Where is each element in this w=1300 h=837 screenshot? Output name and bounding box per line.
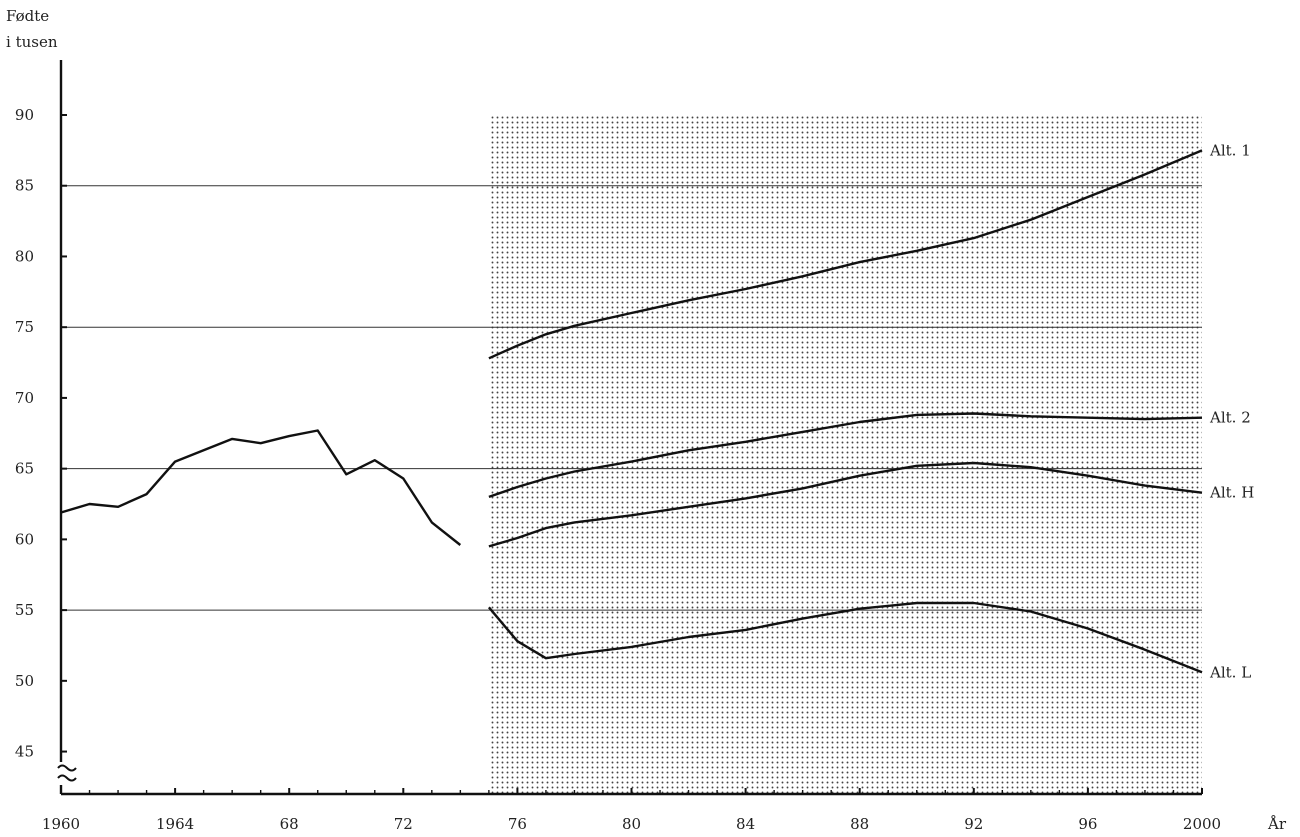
y-axis-label-line-1: Fødte <box>6 7 49 25</box>
y-tick-label-90: 90 <box>15 106 34 124</box>
y-tick-label-55: 55 <box>15 601 34 619</box>
y-tick-label-50: 50 <box>15 672 34 690</box>
y-tick-label-80: 80 <box>15 247 34 265</box>
series-label-alt-l: Alt. L <box>1209 663 1251 681</box>
x-tick-label-1992: 92 <box>964 815 983 833</box>
y-tick-label-70: 70 <box>15 389 34 407</box>
axis-break-icon <box>57 764 77 782</box>
projection-shaded-region <box>488 115 1202 794</box>
x-axis-label: År <box>1267 815 1287 833</box>
x-tick-label-1996: 96 <box>1078 815 1097 833</box>
series-line-alt-1 <box>488 149 1203 360</box>
y-tick-label-75: 75 <box>15 318 34 336</box>
series-label-alt-1: Alt. 1 <box>1209 141 1251 159</box>
series-line-historical <box>60 429 462 546</box>
x-tick-label-1980: 80 <box>622 815 641 833</box>
y-axis-label-line-2: i tusen <box>6 33 58 51</box>
x-tick-label-1972: 72 <box>394 815 413 833</box>
series-line-alt-l <box>487 601 1203 674</box>
y-tick-label-45: 45 <box>15 743 34 761</box>
x-tick-label-1984: 84 <box>736 815 755 833</box>
y-tick-label-65: 65 <box>15 460 34 478</box>
series-line-alt-h <box>488 461 1203 548</box>
y-tick-label-85: 85 <box>15 177 34 195</box>
x-tick-label-2000: 2000 <box>1183 815 1221 833</box>
x-tick-label-1964: 1964 <box>156 815 194 833</box>
x-tick-label-1976: 76 <box>508 815 527 833</box>
x-tick-label-1960: 1960 <box>42 815 80 833</box>
series-label-alt-2: Alt. 2 <box>1209 409 1251 427</box>
series-line-alt-2 <box>488 412 1203 499</box>
x-tick-label-1988: 88 <box>850 815 869 833</box>
x-tick-label-1968: 68 <box>280 815 299 833</box>
series-label-alt-h: Alt. H <box>1209 484 1254 502</box>
y-tick-label-60: 60 <box>15 530 34 548</box>
